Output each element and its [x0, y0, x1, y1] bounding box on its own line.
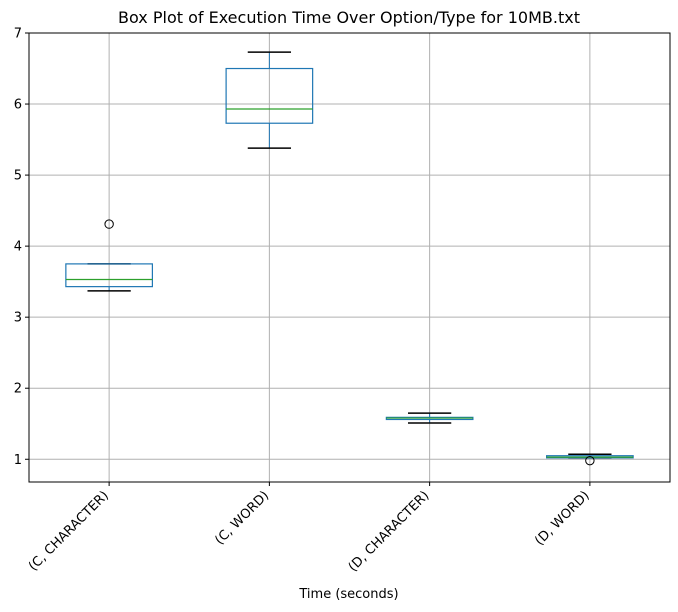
x-axis-label: Time (seconds) — [298, 587, 398, 602]
y-tick-label: 3 — [14, 311, 22, 326]
y-tick-label: 1 — [14, 453, 22, 468]
outlier-point — [585, 455, 595, 466]
x-tick-label: (D, WORD) — [532, 488, 593, 549]
iqr-box — [65, 263, 153, 288]
chart-title: Box Plot of Execution Time Over Option/T… — [118, 8, 580, 27]
y-tick-label: 7 — [14, 27, 22, 42]
box-group — [65, 219, 153, 292]
y-tick-label: 6 — [14, 98, 22, 113]
box-group — [385, 412, 474, 424]
x-tick-label: (D, CHARACTER) — [346, 488, 433, 575]
x-tick-label: (C, WORD) — [212, 488, 272, 548]
y-axis-ticks: 1 2 3 4 5 6 7 — [14, 27, 29, 468]
box-group — [546, 453, 634, 466]
y-tick-label: 5 — [14, 169, 22, 184]
x-axis-ticks: (C, CHARACTER) (C, WORD) (D, CHARACTER) (D,… — [26, 482, 593, 575]
y-tick-label: 2 — [14, 382, 22, 397]
plot-area-frame — [28, 32, 671, 483]
box-group — [225, 51, 314, 149]
x-tick-label: (C, CHARACTER) — [26, 488, 112, 574]
iqr-box — [225, 67, 314, 124]
box-series — [65, 51, 634, 466]
grid-lines — [29, 33, 670, 482]
y-tick-label: 4 — [14, 240, 22, 255]
outlier-point — [104, 219, 114, 229]
